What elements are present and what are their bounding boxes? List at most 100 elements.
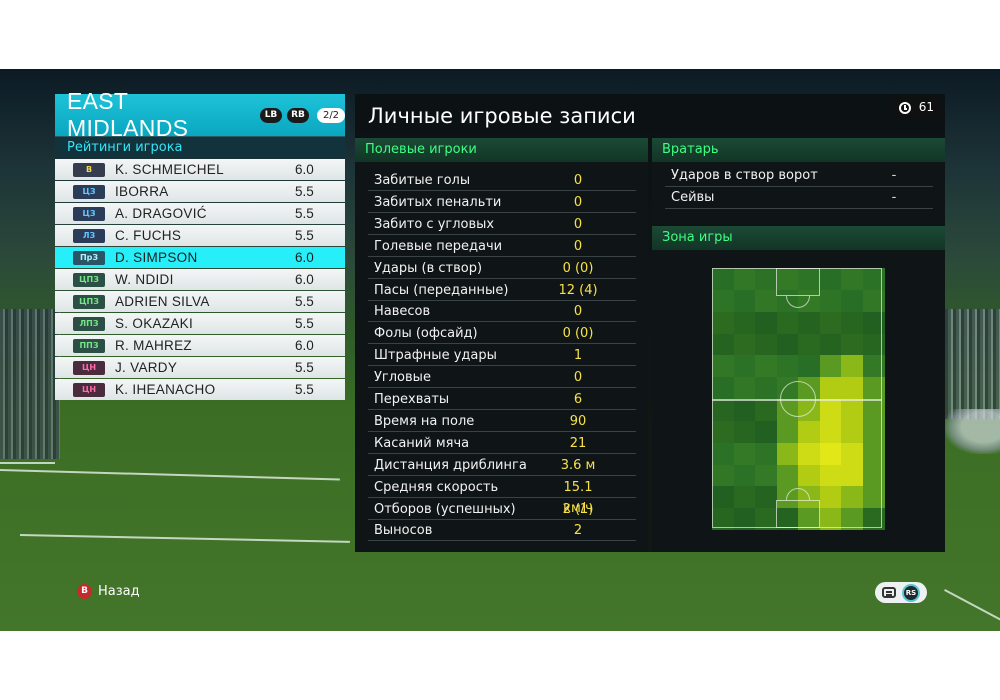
stat-row: Время на поле 90	[368, 411, 636, 432]
position-tag: ППЗ	[73, 338, 105, 353]
heatmap-cell	[819, 508, 842, 531]
heatmap-cell	[862, 442, 885, 465]
player-row[interactable]: ЦН K. IHEANACHO 5.5	[55, 379, 345, 400]
stat-value: 12 (4)	[558, 282, 598, 298]
heatmap-cell	[755, 442, 777, 465]
position-tag: В	[73, 162, 105, 177]
stat-label: Выносов	[374, 523, 433, 539]
pitch-line	[0, 462, 55, 464]
player-name: ADRIEN SILVA	[115, 294, 210, 309]
position-tag: ЦН	[73, 382, 105, 397]
player-rating: 6.0	[295, 338, 314, 353]
stat-value: 15.1 км/ч	[563, 479, 593, 516]
player-row[interactable]: В K. SCHMEICHEL 6.0	[55, 159, 345, 180]
player-name: IBORRA	[115, 184, 169, 199]
player-row[interactable]: ЛЗ C. FUCHS 5.5	[55, 225, 345, 246]
player-name: C. FUCHS	[115, 228, 182, 243]
pitch-line	[19, 534, 350, 543]
heatmap-cell	[841, 377, 863, 400]
player-row[interactable]: ПрЗ D. SIMPSON 6.0	[55, 247, 345, 268]
play-zone-panel	[652, 250, 945, 552]
stat-label: Отборов (успешных)	[374, 501, 516, 517]
heatmap-cell	[819, 311, 842, 334]
stat-row: Фолы (офсайд) 0 (0)	[368, 323, 636, 345]
heatmap-cell	[776, 333, 799, 356]
stat-label: Забитых пенальти	[374, 194, 502, 210]
heatmap-cell	[798, 355, 820, 378]
clock-icon	[898, 101, 911, 114]
player-row[interactable]: ППЗ R. MAHREZ 6.0	[55, 335, 345, 356]
chat-controls[interactable]: RS	[875, 582, 927, 603]
heatmap-cell	[755, 399, 777, 422]
stat-row: Навесов 0	[368, 301, 636, 323]
heatmap-cell	[862, 420, 885, 444]
stat-row: Забитых пенальти 0	[368, 192, 636, 213]
player-rating: 6.0	[295, 162, 314, 177]
lb-button[interactable]: LB	[260, 107, 282, 123]
player-name: A. DRAGOVIĆ	[115, 206, 207, 221]
page-title: Личные игровые записи	[368, 104, 636, 128]
stat-value: 2 (1)	[562, 501, 594, 517]
position-tag: ПрЗ	[73, 250, 105, 265]
heatmap-cell	[798, 464, 820, 487]
back-label: Назад	[98, 584, 140, 599]
heatmap-cell	[733, 355, 756, 378]
position-tag: ЦПЗ	[73, 294, 105, 309]
heatmap-cell	[712, 289, 734, 313]
heatmap-cell	[755, 377, 777, 400]
heatmap-cell	[755, 508, 777, 531]
chat-icon[interactable]	[882, 587, 896, 598]
heatmap-cell	[841, 486, 863, 509]
stat-label: Время на поле	[374, 413, 475, 429]
stat-label: Средняя скорость	[374, 479, 499, 495]
player-rating: 5.5	[295, 206, 314, 221]
heatmap-cell	[755, 268, 777, 291]
stat-label: Угловые	[374, 370, 431, 386]
position-tag: ЛЗ	[73, 228, 105, 243]
heatmap-cell	[712, 311, 734, 334]
back-button[interactable]: B Назад	[77, 584, 140, 599]
heatmap-cell	[841, 268, 863, 291]
stat-value: 6	[573, 392, 583, 407]
heatmap-cell	[819, 333, 842, 356]
player-row[interactable]: ЦЗ IBORRA 5.5	[55, 181, 345, 202]
stat-value: 0	[573, 370, 583, 386]
stat-row: Дистанция дриблинга 3.6 м	[368, 455, 636, 476]
rb-button[interactable]: RB	[287, 107, 309, 123]
player-name: K. IHEANACHO	[115, 382, 216, 397]
heatmap-cell	[819, 442, 842, 465]
heatmap-cell	[776, 508, 799, 531]
player-name: S. OKAZAKI	[115, 316, 194, 331]
player-rating: 6.0	[295, 272, 314, 287]
player-row[interactable]: ЛПЗ S. OKAZAKI 5.5	[55, 313, 345, 334]
position-tag: ЦН	[73, 360, 105, 375]
heatmap-cell	[862, 268, 885, 291]
heatmap-cell	[733, 486, 756, 509]
heatmap-cell	[798, 420, 820, 444]
heatmap-cell	[733, 508, 756, 531]
heatmap-cell	[712, 486, 734, 509]
heatmap-cell	[733, 442, 756, 465]
gk-stat-row: Ударов в створ ворот -	[665, 165, 933, 187]
stadium-crowd-left	[0, 309, 60, 459]
pitch-marking	[776, 268, 820, 296]
stat-value: 0	[573, 194, 583, 210]
heatmap-cell	[841, 464, 863, 487]
team-header: EAST MIDLANDS LB RB 2/2	[55, 88, 345, 141]
rs-button-icon[interactable]: RS	[902, 583, 920, 602]
player-row[interactable]: ЦПЗ ADRIEN SILVA 5.5	[55, 291, 345, 312]
heatmap-cell	[862, 377, 885, 400]
heatmap-cell	[712, 377, 734, 400]
heatmap-cell	[841, 289, 863, 313]
stat-row: Выносов 2	[368, 520, 636, 542]
stat-value: 0	[573, 173, 583, 188]
heatmap-cell	[776, 355, 799, 378]
player-name: W. NDIDI	[115, 272, 174, 287]
player-row[interactable]: ЦЗ A. DRAGOVIĆ 5.5	[55, 203, 345, 224]
heatmap-cell	[819, 399, 842, 422]
gk-stat-row: Сейвы -	[665, 187, 933, 209]
heatmap-cell	[755, 420, 777, 444]
player-row[interactable]: ЦПЗ W. NDIDI 6.0	[55, 269, 345, 290]
player-row[interactable]: ЦН J. VARDY 5.5	[55, 357, 345, 378]
player-rating: 5.5	[295, 184, 314, 199]
